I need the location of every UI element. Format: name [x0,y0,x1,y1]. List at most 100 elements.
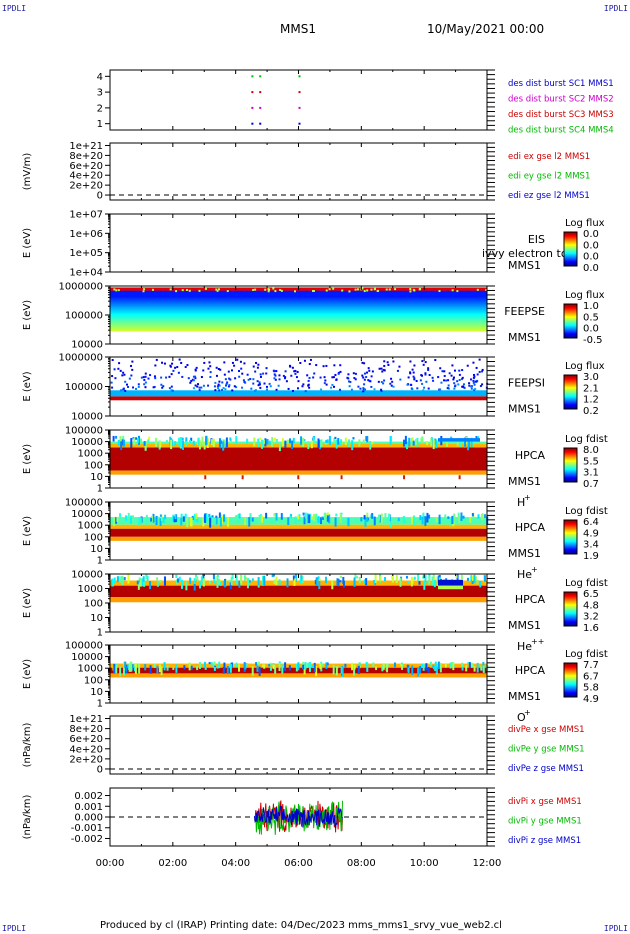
heatmap-speckle [190,665,193,671]
heatmap-speckle [472,361,475,364]
heatmap-speckle [244,381,247,384]
heatmap-speckle [127,574,130,584]
y-tick-label: 1e+21 [69,714,103,725]
y-axis-label: (mV/m) [22,153,33,191]
heatmap-speckle [485,288,488,291]
heatmap-speckle [110,381,113,384]
heatmap-speckle [258,383,261,386]
heatmap-speckle [112,435,115,442]
heatmap-speckle [261,439,264,449]
heatmap-speckle [315,364,318,367]
heatmap-speckle [313,662,316,673]
heatmap-speckle [484,514,487,518]
heatmap-speckle [298,514,301,523]
heatmap-speckle [116,516,119,522]
heatmap-speckle [128,377,131,380]
heatmap-speckle [413,515,416,526]
heatmap-speckle [445,440,448,447]
heatmap-speckle [378,367,381,370]
heatmap-speckle [481,383,484,386]
heatmap-speckle [451,364,454,367]
heatmap-band [110,323,487,325]
y-tick-label: 1000 [78,584,103,595]
heatmap-speckle [422,363,425,366]
heatmap-speckle [143,441,146,446]
heatmap-speckle [275,370,278,373]
legend-entry: edi ey gse l2 MMS1 [508,172,590,182]
y-tick-label: 4e+20 [69,744,103,755]
heatmap-speckle [352,437,355,440]
heatmap-speckle [208,662,211,665]
heatmap-speckle [147,439,150,443]
heatmap-speckle [361,361,364,364]
y-tick-label: 0.001 [74,802,103,813]
heatmap-speckle [245,576,248,580]
species-charge-label: + [524,493,531,502]
y-tick-label: 1 [97,556,103,567]
heatmap-speckle [184,513,187,518]
heatmap-speckle [406,383,409,386]
heatmap-speckle [297,662,300,671]
heatmap-speckle [331,580,334,590]
heatmap-speckle [369,516,372,521]
heatmap-speckle [210,439,213,446]
heatmap-speckle [194,368,197,371]
heatmap-speckle [190,380,193,383]
heatmap-speckle [175,574,178,578]
heatmap-speckle [254,370,257,373]
y-axis-label: E (eV) [22,228,33,258]
heatmap-speckle [334,517,337,527]
heatmap-speckle [173,516,176,523]
heatmap-speckle [244,663,247,670]
heatmap-speckle [152,513,155,523]
heatmap-speckle [390,384,393,387]
heatmap-speckle [380,388,383,391]
heatmap-band [110,321,487,323]
y-tick-label: 100 [84,599,103,610]
heatmap-speckle [300,575,303,582]
heatmap-speckle [335,513,338,517]
heatmap-speckle [315,513,318,519]
heatmap-speckle [284,370,287,373]
spacecraft-label: MMS1 [508,619,541,632]
heatmap-band [110,470,487,475]
heatmap-speckle [447,387,450,390]
heatmap-speckle [124,389,127,392]
heatmap-speckle [296,387,299,390]
heatmap-speckle [312,376,315,379]
panel-frame [109,69,488,131]
heatmap-speckle [285,380,288,383]
heatmap-speckle [413,376,416,379]
heatmap-speckle [413,378,416,381]
heatmap-speckle [207,384,210,387]
heatmap-speckle [254,288,257,291]
heatmap-speckle [204,475,207,480]
heatmap-speckle [474,380,477,383]
heatmap-speckle [163,576,166,586]
heatmap-speckle [151,288,154,291]
heatmap-speckle [335,666,338,676]
heatmap-speckle [219,581,222,586]
heatmap-speckle [191,378,194,381]
heatmap-speckle [424,575,427,584]
heatmap-speckle [456,380,459,383]
heatmap-speckle [143,383,146,386]
colorbar-tick-label: 0.0 [583,324,599,335]
x-tick-label: 10:00 [410,858,439,869]
heatmap-speckle [434,359,437,362]
heatmap-speckle [428,514,431,519]
heatmap-speckle [417,666,420,677]
heatmap-speckle [287,517,290,526]
colorbar-tick-label: 8.0 [583,445,599,456]
heatmap-speckle [481,368,484,371]
y-axis-label: (nPa/km) [22,795,33,840]
data-point [259,91,262,94]
heatmap-speckle [386,663,389,673]
heatmap-speckle [227,385,230,388]
heatmap-speckle [148,436,151,440]
heatmap-speckle [142,376,145,379]
heatmap-speckle [200,576,203,583]
heatmap-speckle [474,387,477,390]
heatmap-speckle [456,574,459,583]
y-tick-label: 1000 [78,449,103,460]
